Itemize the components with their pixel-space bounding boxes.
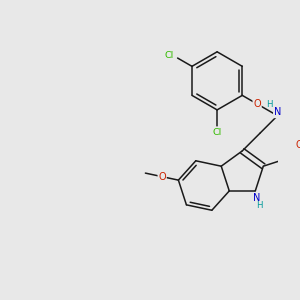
Text: O: O <box>253 99 261 109</box>
Text: H: H <box>256 201 263 210</box>
Text: N: N <box>274 107 281 117</box>
Text: N: N <box>253 193 260 203</box>
Text: O: O <box>295 140 300 150</box>
Text: O: O <box>158 172 166 182</box>
Text: Cl: Cl <box>165 51 174 60</box>
Text: Cl: Cl <box>212 128 222 136</box>
Text: H: H <box>266 100 272 109</box>
